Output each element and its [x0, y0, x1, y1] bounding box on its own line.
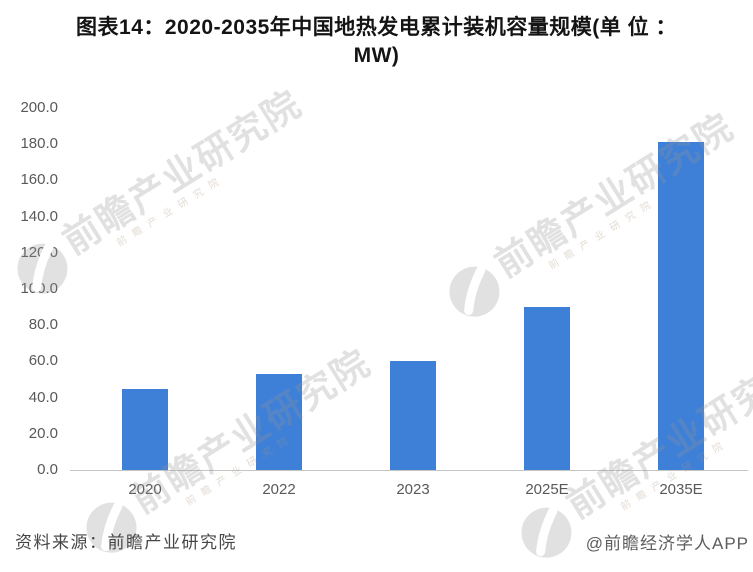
y-axis-tick-label: 120.0 [20, 243, 58, 261]
chart-title: 图表14：2020-2035年中国地热发电累计装机容量规模(单 位 ： MW) [0, 14, 753, 70]
x-axis-tick-label: 2022 [262, 481, 296, 498]
x-axis-tick-label: 2025E [525, 481, 569, 498]
x-axis-tick-label: 2023 [396, 481, 430, 498]
y-axis-tick-label: 20.0 [28, 424, 58, 442]
bar-2023 [390, 361, 436, 470]
x-axis-tick-label: 2035E [659, 481, 703, 498]
chart-title-line2: MW) [353, 44, 400, 67]
y-axis-tick-label: 200.0 [20, 99, 58, 116]
bar-2035E [658, 142, 704, 470]
chart-title-line1: 图表14：2020-2035年中国地热发电累计装机容量规模(单 位 ： [76, 16, 677, 39]
source-note: 资料来源：前瞻产业研究院 [15, 533, 237, 552]
bar-2020 [122, 389, 168, 470]
x-axis-line [70, 470, 748, 471]
y-axis-tick-label: 100.0 [20, 280, 58, 297]
y-axis-tick-label: 160.0 [20, 171, 58, 189]
y-axis-tick-label: 40.0 [28, 388, 58, 406]
y-axis-tick-label: 0.0 [37, 461, 58, 478]
x-axis-tick-label: 2020 [128, 481, 162, 498]
y-axis-tick-label: 80.0 [28, 316, 58, 334]
y-axis-tick-label: 180.0 [20, 135, 58, 153]
y-axis-tick-label: 140.0 [20, 207, 58, 225]
credit-note: @前瞻经济学人APP [585, 534, 749, 553]
y-axis-tick-label: 60.0 [28, 352, 58, 370]
bar-2022 [256, 374, 302, 470]
bar-2025E [524, 307, 570, 470]
